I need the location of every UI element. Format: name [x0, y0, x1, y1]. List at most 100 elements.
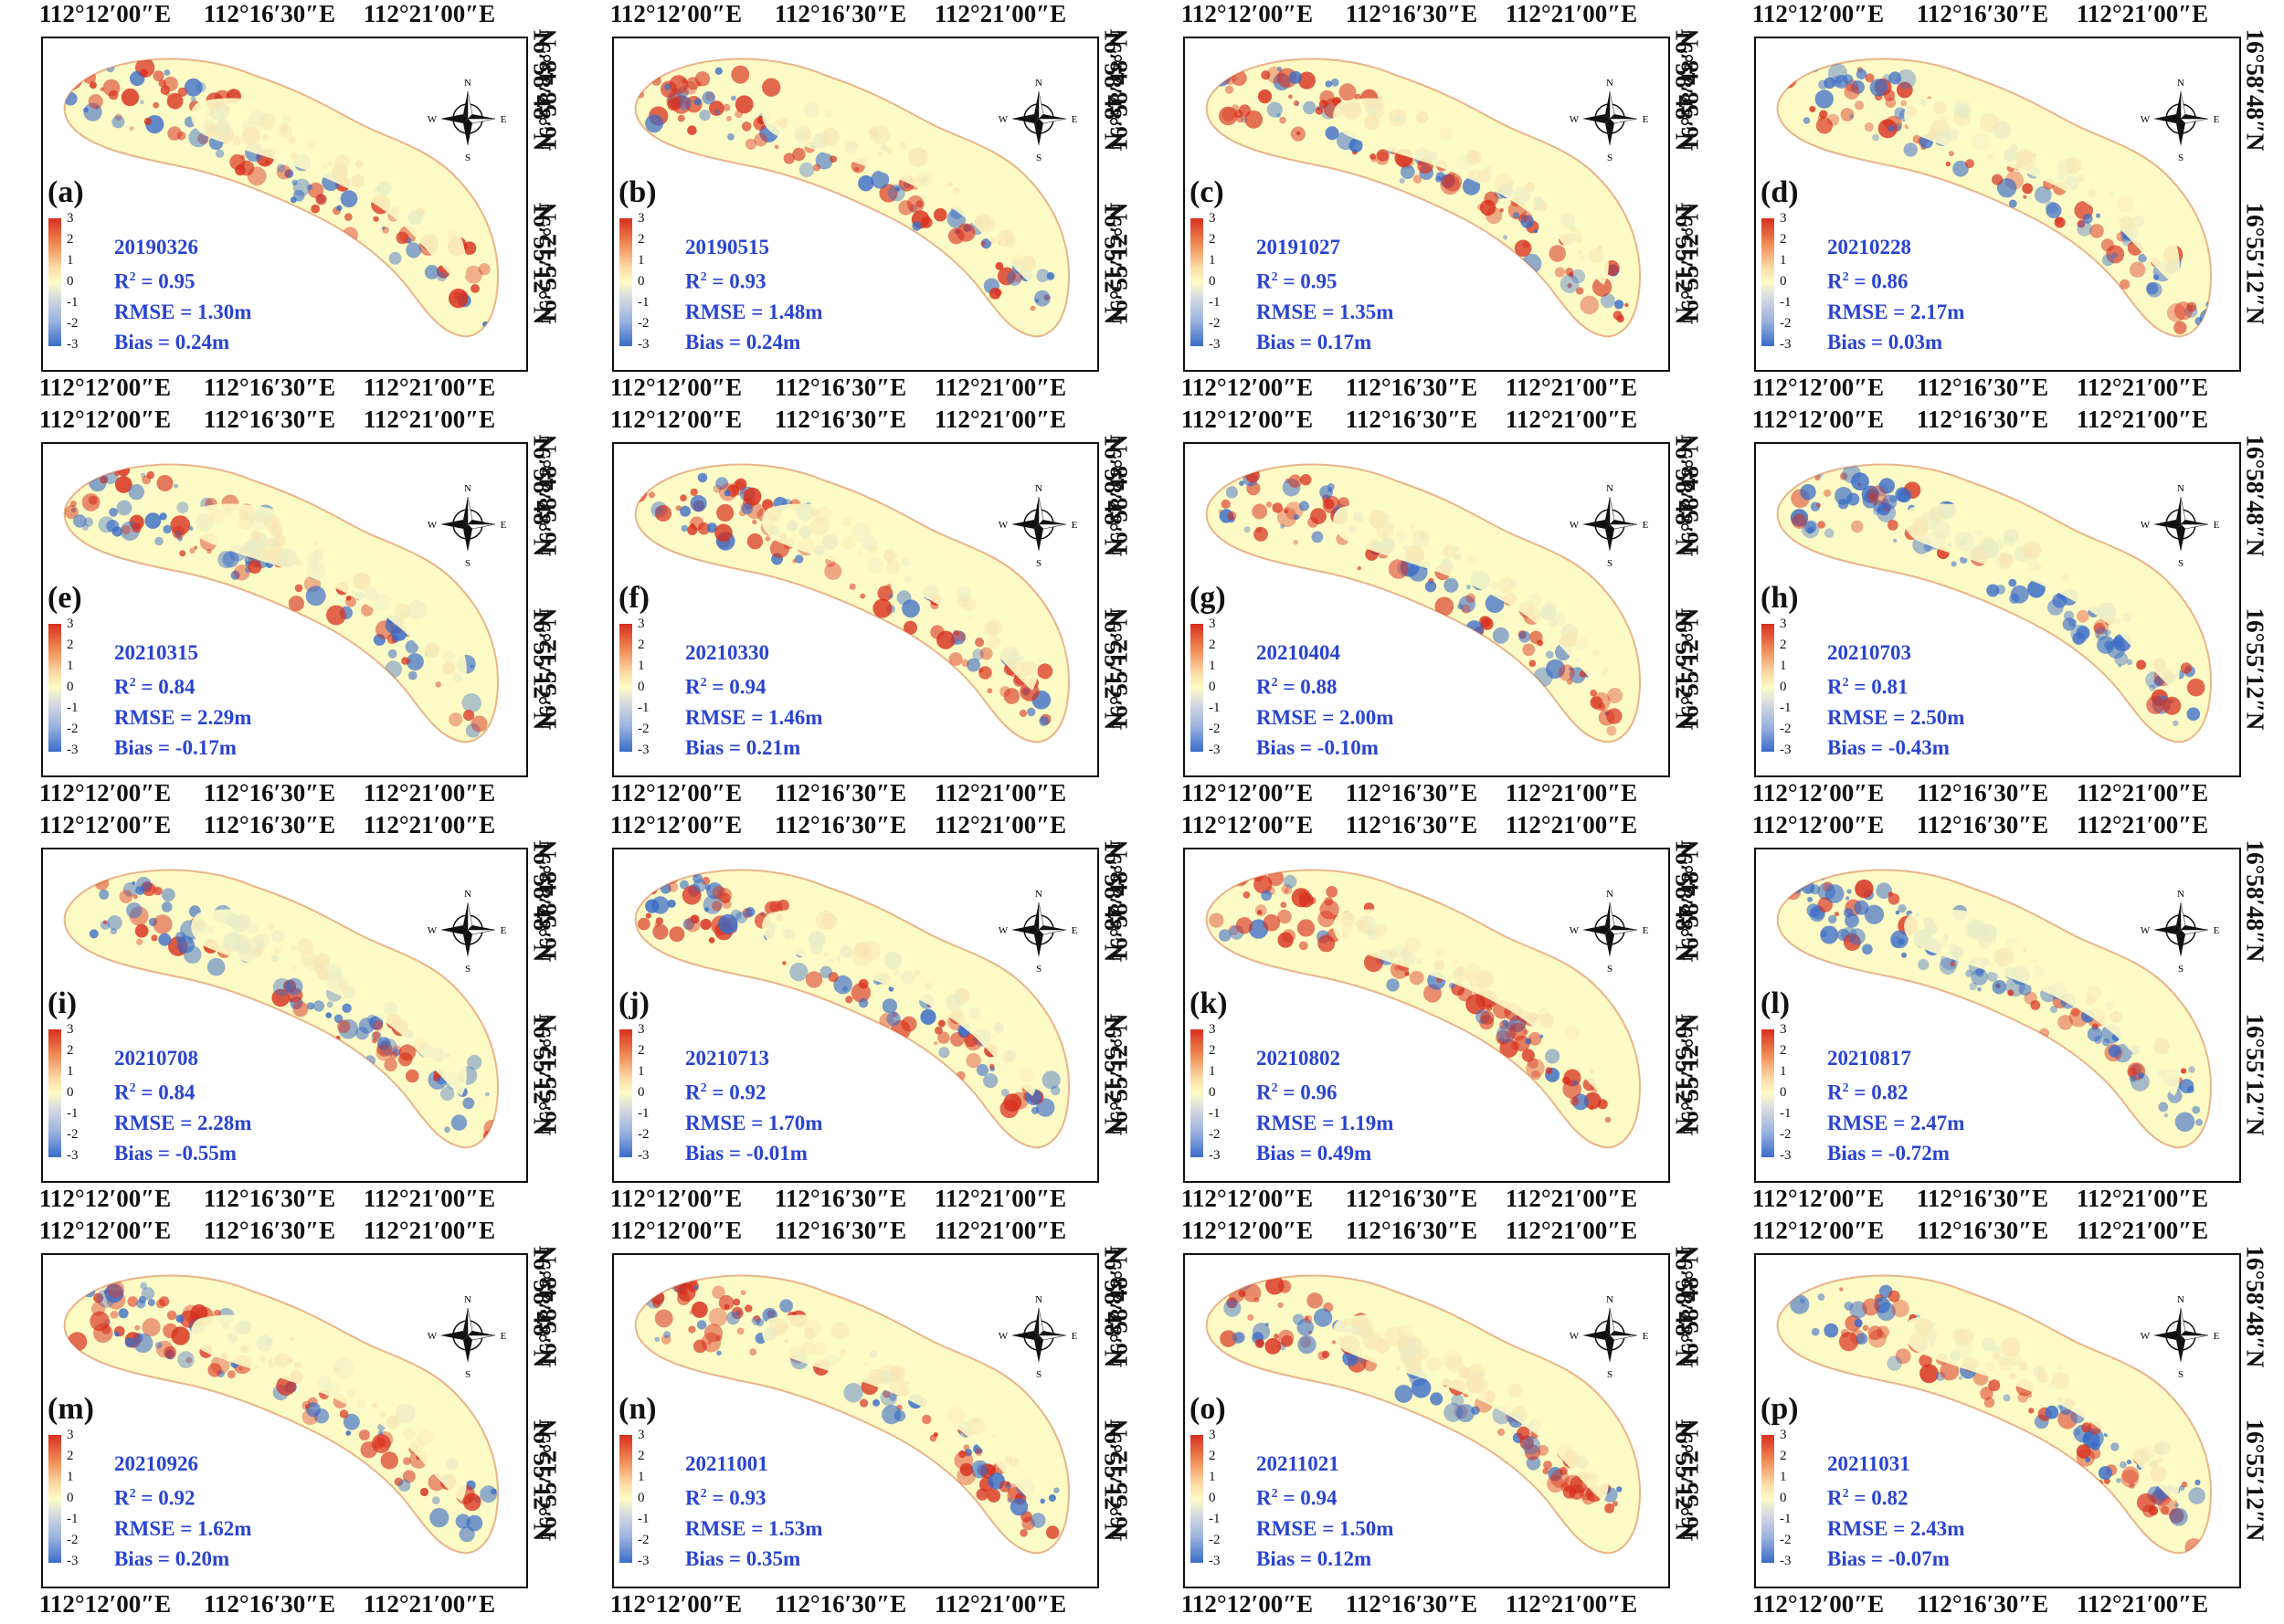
error-patch: [745, 1304, 753, 1313]
error-patch: [2101, 1038, 2110, 1047]
panel-label: (b): [619, 175, 657, 209]
error-patch: [736, 1327, 745, 1335]
error-patch: [1895, 910, 1900, 915]
error-patch: [1521, 253, 1542, 274]
error-patch: [1590, 696, 1603, 710]
error-patch: [792, 147, 806, 162]
compass-icon: N S W E: [2140, 886, 2222, 975]
error-patch: [429, 1508, 449, 1528]
colorbar-tick: -2: [1209, 722, 1221, 736]
error-patch: [64, 70, 82, 90]
error-patch: [798, 162, 815, 178]
error-patch: [1901, 952, 1907, 958]
error-patch: [1575, 287, 1584, 295]
error-patch: [1539, 1034, 1544, 1039]
error-patch: [1338, 497, 1349, 509]
error-patch: [339, 1409, 349, 1418]
error-patch: [1844, 908, 1854, 918]
error-patch: [1567, 283, 1572, 289]
error-patch: [384, 1058, 397, 1072]
error-patch: [1297, 1334, 1316, 1355]
lon-tick-bottom: 112°16′30″E: [774, 1590, 907, 1618]
lon-tick-bottom: 112°21′00″E: [363, 779, 496, 807]
rmse-value: RMSE = 1.53m: [685, 1516, 823, 1540]
error-patch: [1824, 77, 1835, 90]
error-patch: [754, 132, 767, 147]
error-patch: [106, 519, 120, 533]
error-patch: [1218, 509, 1222, 513]
error-patch: [714, 109, 720, 115]
error-patch: [156, 475, 174, 491]
error-patch: [1234, 1332, 1245, 1343]
error-patch: [161, 888, 175, 902]
bias-value: Bias = 0.24m: [685, 330, 801, 353]
colorbar-tick: -3: [1780, 743, 1792, 757]
error-patch: [1877, 1325, 1889, 1339]
error-patch: [1802, 881, 1815, 894]
r-squared: R2 = 0.95: [114, 269, 196, 293]
error-patch: [1897, 488, 1912, 503]
r-squared: R2 = 0.93: [685, 1486, 767, 1510]
error-patch: [735, 911, 748, 923]
bathymetry-error-map: [1205, 58, 1641, 338]
error-patch: [1850, 520, 1864, 533]
error-patch: [126, 902, 143, 919]
error-patch: [1528, 1032, 1542, 1046]
map-frame: N S W E (a) 3 2 1 0 -1 -2 -3 20190326 R2 = 0.95 RMSE =…: [41, 37, 528, 372]
lon-tick-top: 112°16′30″E: [203, 811, 336, 838]
error-patch: [701, 1332, 722, 1353]
error-patch: [100, 475, 109, 484]
error-patch: [937, 1019, 946, 1028]
error-patch: [688, 1325, 696, 1334]
panel-label: (d): [1761, 175, 1799, 209]
bathymetry-error-map: [63, 869, 499, 1149]
error-patch: [158, 933, 172, 946]
island-shape: [1776, 869, 2212, 1149]
error-patch: [372, 216, 379, 222]
error-patch: [174, 483, 179, 489]
error-patch: [276, 163, 286, 173]
lon-tick-top: 112°21′00″E: [363, 406, 496, 433]
error-patch: [1305, 1316, 1309, 1321]
error-patch: [152, 886, 162, 896]
error-patch: [387, 649, 397, 659]
error-patch: [227, 1370, 236, 1379]
error-patch: [745, 907, 756, 917]
lagoon-shape: [762, 909, 1038, 1096]
error-patch: [1388, 559, 1409, 579]
error-patch: [1276, 66, 1283, 72]
error-patch: [2126, 659, 2133, 666]
error-patch: [1945, 161, 1951, 167]
lon-tick-top: 112°12′00″E: [1751, 1217, 1885, 1244]
error-patch: [886, 1011, 901, 1027]
error-patch: [849, 583, 856, 590]
lon-tick-bottom: 112°21′00″E: [2076, 1590, 2209, 1618]
error-patch: [1817, 521, 1825, 529]
error-patch: [708, 1307, 728, 1327]
error-patch: [720, 892, 731, 904]
error-patch: [938, 1047, 950, 1059]
colorbar-tick: 2: [1780, 1449, 1787, 1463]
lon-tick-bottom: 112°16′30″E: [203, 1185, 336, 1212]
acquisition-date: 20210802: [1256, 1047, 1340, 1070]
error-patch: [83, 107, 89, 113]
lat-tick-left: 16°58′48″N: [534, 434, 562, 557]
colorbar-tick: 0: [1780, 1491, 1787, 1505]
colorbar-tick: 1: [67, 1064, 74, 1079]
error-patch: [464, 265, 483, 284]
colorbar-tick: -3: [67, 1148, 79, 1163]
svg-text:E: E: [1643, 925, 1649, 936]
svg-text:E: E: [501, 925, 507, 936]
error-patch: [1849, 114, 1855, 119]
rmse-value: RMSE = 1.70m: [685, 1111, 823, 1134]
error-patch: [1244, 110, 1264, 129]
map-panel: 112°12′00″E 112°12′00″E 112°16′30″E 112°16′…: [534, 406, 1137, 811]
error-patch: [1264, 1338, 1282, 1355]
svg-text:S: S: [465, 1369, 471, 1379]
error-patch: [1548, 1467, 1562, 1482]
svg-text:E: E: [501, 114, 507, 125]
error-patch: [449, 712, 463, 727]
error-patch: [1313, 1308, 1333, 1327]
error-patch: [171, 1326, 190, 1345]
